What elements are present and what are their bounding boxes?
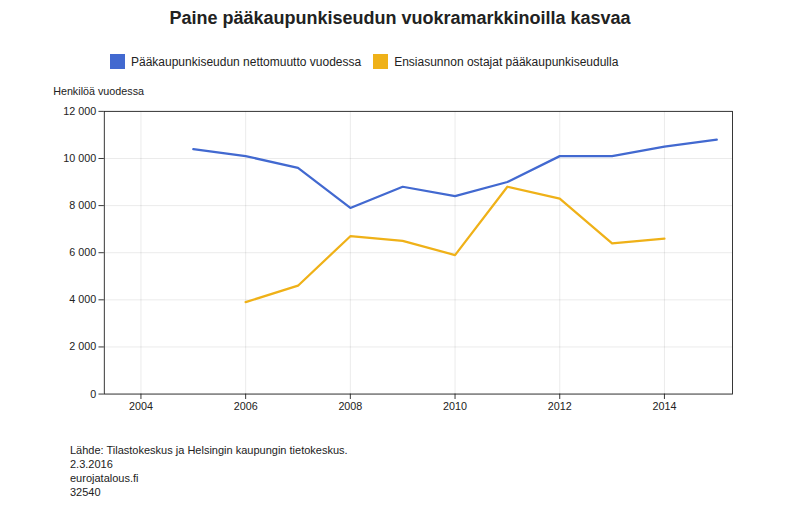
svg-text:2 000: 2 000	[69, 340, 96, 352]
svg-text:2010: 2010	[443, 400, 467, 412]
svg-text:2014: 2014	[652, 400, 676, 412]
html-text:2.3.2016: 2.3.2016	[70, 458, 113, 470]
svg-text:6 000: 6 000	[69, 246, 96, 258]
svg-text:2008: 2008	[338, 400, 362, 412]
svg-text:0: 0	[90, 388, 96, 400]
svg-text:10 000: 10 000	[63, 152, 96, 164]
svg-text:12 000: 12 000	[63, 105, 96, 117]
html-text:Ensiasunnon ostajat pääkaupunk: Ensiasunnon ostajat pääkaupunkiseudulla	[394, 54, 619, 69]
svg-text:2012: 2012	[548, 400, 572, 412]
html-text:Lähde: Tilastokeskus ja Helsin: Lähde: Tilastokeskus ja Helsingin kaupun…	[70, 444, 348, 456]
html-text:Pääkaupunkiseudun nettomuutto: Pääkaupunkiseudun nettomuutto vuodessa	[131, 54, 362, 69]
svg-text:2004: 2004	[129, 400, 153, 412]
html-text:Paine pääkaupunkiseudun vuokra: Paine pääkaupunkiseudun vuokramarkkinoil…	[169, 8, 631, 28]
html-text:32540: 32540	[70, 486, 101, 498]
html-text:eurojatalous.fi: eurojatalous.fi	[70, 472, 139, 484]
svg-text:Henkilöä vuodessa: Henkilöä vuodessa	[53, 85, 144, 97]
svg-text:8 000: 8 000	[69, 199, 96, 211]
svg-text:4 000: 4 000	[69, 293, 96, 305]
svg-text:2006: 2006	[234, 400, 258, 412]
